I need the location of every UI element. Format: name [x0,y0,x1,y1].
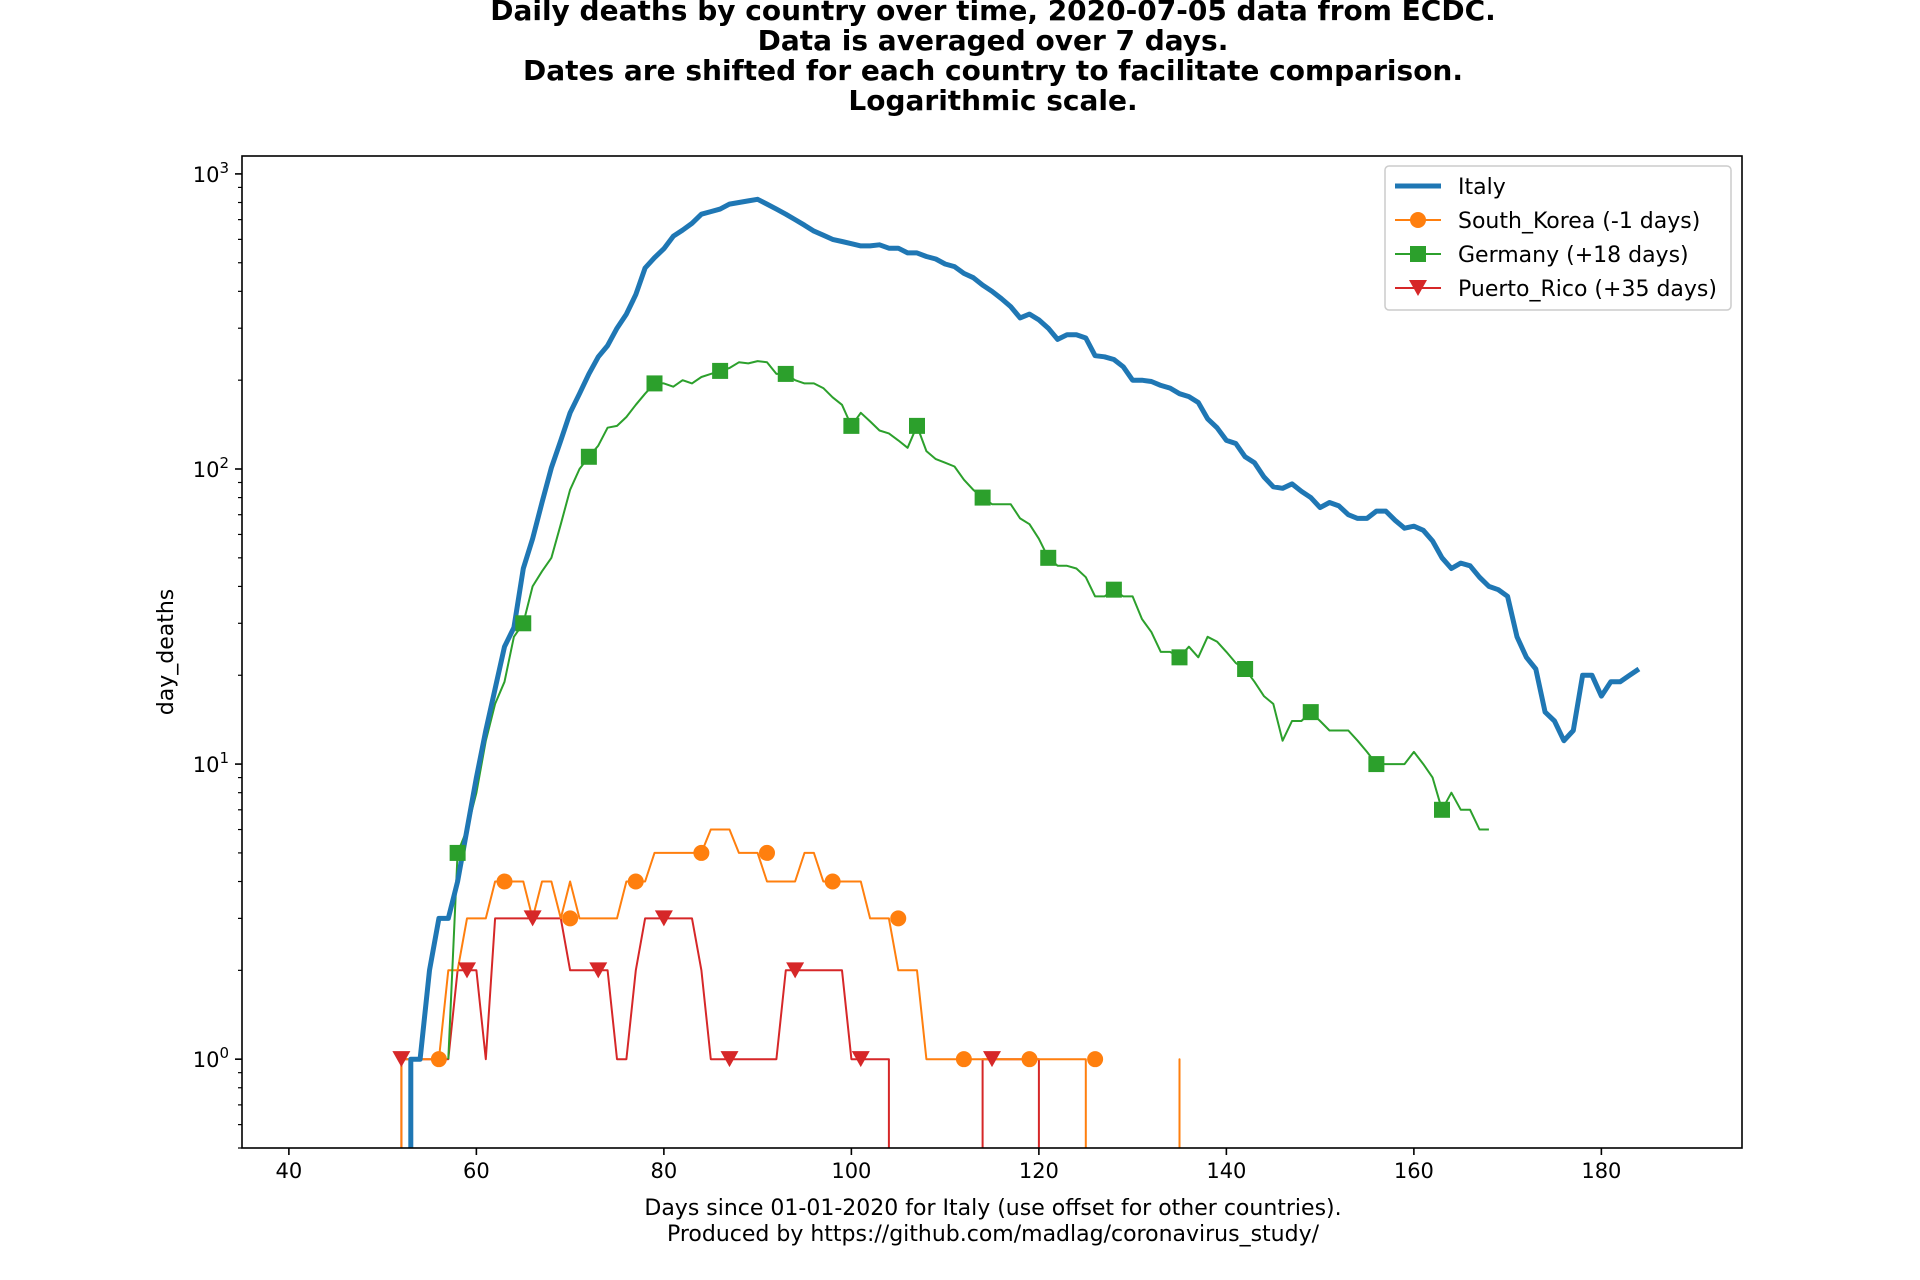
data-point-germany [580,448,597,465]
data-point-south-korea [955,1051,972,1068]
legend-entry-south-korea: South_Korea (-1 days) [1395,209,1700,234]
chart-title: Daily deaths by country over time, 2020-… [490,0,1496,117]
legend-entry-italy: Italy [1395,175,1506,200]
data-point-south-korea [693,844,710,861]
data-point-south-korea [824,873,841,890]
data-point-south-korea [1021,1051,1038,1068]
data-point-germany [1105,581,1122,598]
y-tick-label: 103 [193,159,229,187]
legend-box [1384,165,1732,311]
legend-label-south-korea: South_Korea (-1 days) [1458,209,1700,234]
legend-marker-germany [1410,246,1426,262]
data-point-germany [1040,549,1057,566]
chart-title-line: Data is averaged over 7 days. [758,24,1229,57]
series-line-puerto-rico [400,917,1040,1148]
y-tick-label: 100 [193,1044,229,1072]
y-axis-label: day_deaths [154,589,179,715]
series-line-south-korea [400,828,1181,1148]
data-point-germany [843,417,860,434]
data-point-south-korea [496,873,513,890]
chart-title-line: Daily deaths by country over time, 2020-… [490,0,1496,27]
data-point-germany [974,489,991,506]
plot-area [242,156,1742,1148]
data-point-south-korea [430,1051,447,1068]
data-point-puerto-rico [392,1051,411,1068]
data-point-puerto-rico [458,962,476,979]
legend-entry-germany: Germany (+18 days) [1395,243,1689,268]
legend-entry-puerto-rico: Puerto_Rico (+35 days) [1395,277,1717,302]
legend-label-puerto-rico: Puerto_Rico (+35 days) [1458,277,1717,302]
marker-layer [392,362,1450,1068]
x-tick-label: 80 [651,1159,678,1183]
data-point-puerto-rico [851,1051,870,1068]
y-tick-label: 101 [193,749,229,777]
x-tick-label: 100 [831,1159,871,1183]
x-tick-label: 160 [1394,1159,1434,1183]
x-axis: 40 60 80 100 120 140 160 180 [276,1148,1621,1183]
x-axis-label: Days since 01-01-2020 for Italy (use off… [644,1196,1341,1247]
data-point-germany [1434,801,1450,818]
legend-label-germany: Germany (+18 days) [1458,243,1689,268]
data-point-germany [712,362,729,379]
x-axis-label-line: Produced by https://github.com/madlag/co… [667,1222,1320,1247]
chart-title-line: Dates are shifted for each country to fa… [523,54,1463,87]
data-point-germany [449,844,466,861]
data-point-puerto-rico [720,1051,739,1068]
x-tick-label: 60 [463,1159,490,1183]
series-line-italy [408,196,1641,1148]
data-point-germany [1302,704,1319,721]
x-tick-label: 140 [1206,1159,1246,1183]
data-point-puerto-rico [589,962,608,979]
legend-label-italy: Italy [1458,175,1506,200]
data-point-germany [1368,756,1385,773]
chart-title-line: Logarithmic scale. [848,84,1137,117]
legend-marker-south-korea [1410,212,1426,228]
data-point-germany [1237,661,1254,678]
data-point-south-korea [1087,1051,1104,1068]
data-point-south-korea [759,844,775,861]
data-point-south-korea [627,873,644,890]
data-point-puerto-rico [983,1051,1001,1068]
x-tick-label: 180 [1581,1159,1621,1183]
x-tick-label: 120 [1019,1159,1059,1183]
plot-frame [241,155,1743,1149]
data-point-germany [1171,649,1188,666]
legend: Italy South_Korea (-1 days) Germany (+18… [1384,165,1732,311]
data-point-puerto-rico [654,910,673,927]
x-tick-label: 40 [276,1159,303,1183]
data-point-germany [646,375,663,392]
data-point-germany [515,615,532,632]
data-point-south-korea [562,910,579,927]
data-point-germany [777,365,794,382]
y-axis: 100 101 102 103 [193,159,242,1149]
y-tick-label: 102 [193,454,229,482]
data-point-puerto-rico [786,962,805,979]
x-axis-label-line: Days since 01-01-2020 for Italy (use off… [644,1196,1341,1221]
data-point-south-korea [890,910,907,927]
data-point-germany [909,417,925,434]
data-point-puerto-rico [523,910,542,927]
legend-marker-puerto-rico [1409,280,1427,296]
